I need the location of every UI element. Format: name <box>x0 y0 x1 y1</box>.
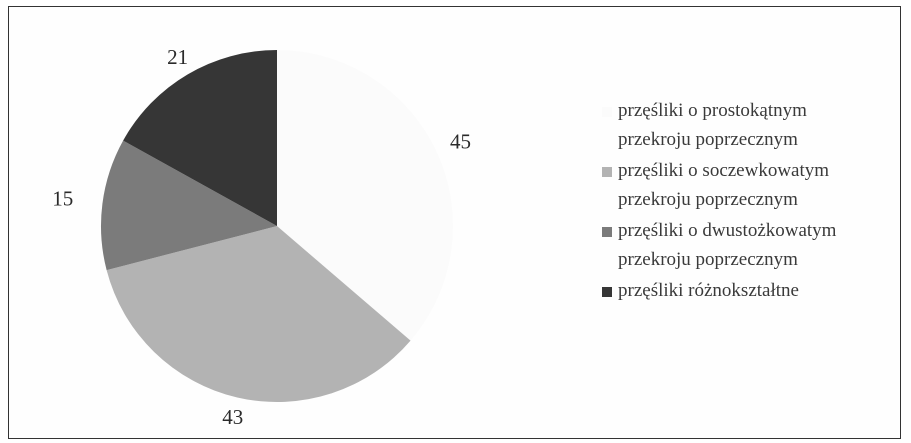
pie-data-label: 15 <box>52 187 73 211</box>
legend-swatch <box>602 167 612 177</box>
legend-item: przęśliki o soczewkowatym przekroju popr… <box>602 156 902 214</box>
pie-data-labels: 45 43 15 21 <box>52 45 471 429</box>
pie-slice <box>123 50 278 226</box>
pie-slices <box>101 50 454 402</box>
legend-item: przęśliki o prostokątnym przekroju poprz… <box>602 96 902 154</box>
pie-slice <box>106 226 411 402</box>
legend-label: przęśliki o dwustożkowatym przekroju pop… <box>618 220 837 270</box>
pie-slice <box>101 140 277 271</box>
pie-data-label: 45 <box>450 130 471 154</box>
legend-swatch <box>602 107 612 117</box>
legend-swatch <box>602 287 612 297</box>
legend: przęśliki o prostokątnym przekroju poprz… <box>602 96 902 307</box>
legend-label: przęśliki różnokształtne <box>618 280 799 301</box>
legend-item: przęśliki o dwustożkowatym przekroju pop… <box>602 216 902 274</box>
pie-data-label: 21 <box>167 45 188 69</box>
legend-label: przęśliki o prostokątnym przekroju poprz… <box>618 100 807 150</box>
pie-slice <box>277 50 454 341</box>
legend-swatch <box>602 227 612 237</box>
pie-data-label: 43 <box>222 405 243 429</box>
legend-item: przęśliki różnokształtne <box>602 276 902 305</box>
legend-label: przęśliki o soczewkowatym przekroju popr… <box>618 160 830 210</box>
